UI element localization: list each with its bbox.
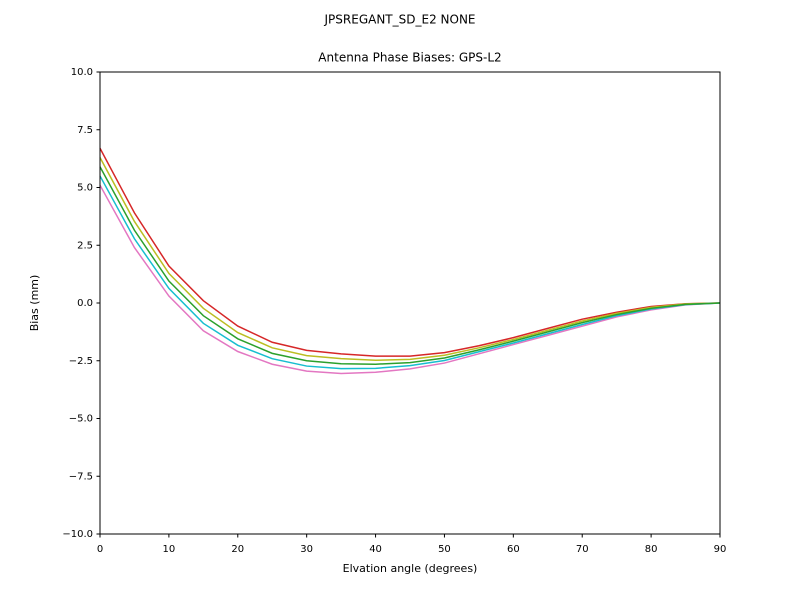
y-tick-label: 7.5 — [77, 125, 93, 136]
x-tick-label: 0 — [97, 544, 103, 555]
data-line — [99, 175, 721, 370]
y-tick-label: 0.0 — [77, 298, 93, 309]
chart-title: Antenna Phase Biases: GPS-L2 — [318, 51, 501, 65]
y-tick-label: 10.0 — [71, 67, 93, 78]
y-axis-label: Bias (mm) — [28, 275, 41, 332]
data-line — [99, 166, 721, 365]
y-tick-label: −7.5 — [69, 471, 93, 482]
x-tick-label: 60 — [507, 544, 520, 555]
plot-frame — [99, 71, 721, 535]
x-tick-label: 20 — [231, 544, 244, 555]
suptitle: JPSREGANT_SD_E2 NONE — [324, 13, 476, 27]
y-tick-label: −5.0 — [69, 414, 93, 425]
x-axis-label: Elvation angle (degrees) — [343, 562, 478, 575]
data-line — [99, 157, 721, 362]
x-tick-label: 70 — [576, 544, 589, 555]
data-line — [99, 147, 721, 357]
x-tick-label: 50 — [438, 544, 451, 555]
y-tick-label: −10.0 — [62, 529, 93, 540]
x-tick-label: 30 — [300, 544, 313, 555]
y-tick-label: 5.0 — [77, 183, 93, 194]
x-tick-label: 90 — [714, 544, 727, 555]
x-tick-label: 10 — [163, 544, 176, 555]
x-tick-label: 80 — [645, 544, 658, 555]
y-tick-label: −2.5 — [69, 356, 93, 367]
data-line — [99, 184, 721, 375]
x-tick-label: 40 — [369, 544, 382, 555]
y-tick-label: 2.5 — [77, 240, 93, 251]
